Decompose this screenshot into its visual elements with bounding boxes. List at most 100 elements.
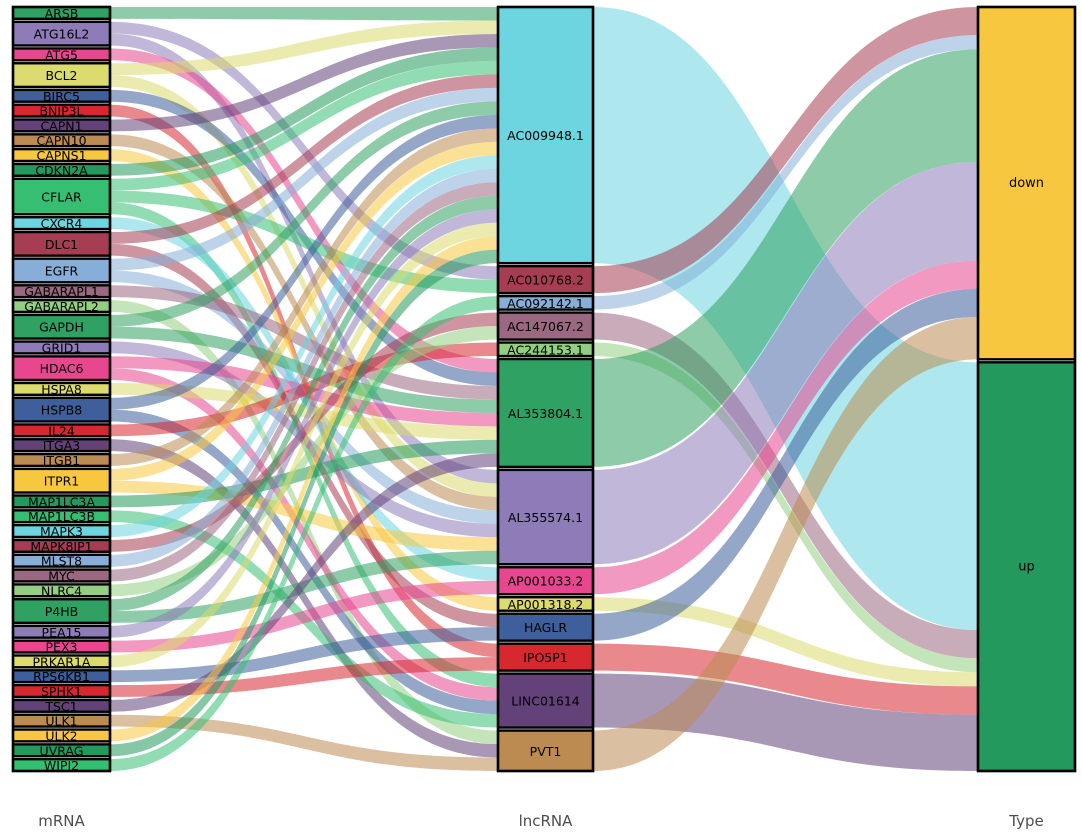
flows-lncrna-to-type [593, 7, 978, 771]
flow-ULK1-PVT1 [110, 714, 498, 771]
flow-AC147067.2-up [593, 312, 978, 659]
node-label-AC092142.1: AC092142.1 [507, 296, 584, 311]
lncrna-node-AC010768.2 [496, 264, 595, 295]
node-labels: ARSB ATG16L2 ATG5 BCL2 BIRC5BNIP3LCAPN1CAPN1… [24, 6, 1044, 773]
flows-mrna-to-lncrna [110, 7, 498, 771]
node-label-MAPK3: MAPK3 [40, 524, 83, 539]
flow-BCL2-AL355574.1 [110, 75, 498, 497]
node-label-CFLAR: CFLAR [41, 190, 82, 205]
node-label-SPHK1: SPHK1 [41, 684, 82, 699]
node-label-P4HB: P4HB [45, 604, 78, 619]
flow-AC010768.2-down [593, 7, 978, 294]
flow-MAPK8IP1-AC147067.2 [110, 312, 498, 552]
flow-PEA15-AC009948.1 [110, 209, 498, 638]
node-label-LINC01614: LINC01614 [511, 694, 580, 709]
node-label-MAP1LC3B: MAP1LC3B [28, 509, 95, 524]
node-label-ULK1: ULK1 [45, 714, 77, 729]
node-label-AL355574.1: AL355574.1 [508, 510, 583, 525]
node-label-BNIP3L: BNIP3L [39, 104, 83, 119]
node-label-GAPDH: GAPDH [39, 320, 84, 335]
flow-UVRAG-AC009948.1 [110, 249, 498, 757]
flow-CDKN2A-AC009948.1 [110, 47, 498, 176]
flow-CAPN1-AC009948.1 [110, 33, 498, 132]
node-label-MLST8: MLST8 [41, 554, 82, 569]
column-frame-Type [976, 5, 1077, 773]
node-label-MAPK8IP1: MAPK8IP1 [30, 539, 92, 554]
node-label-ATG16L2: ATG16L2 [34, 27, 90, 42]
flow-AL355574.1-down [593, 162, 978, 565]
flow-HSPB8-AC009948.1 [110, 114, 498, 410]
node-label-ARSB: ARSB [45, 6, 79, 21]
node-label-down: down [1009, 176, 1044, 191]
node-label-AC009948.1: AC009948.1 [507, 128, 584, 143]
node-label-HSPA8: HSPA8 [41, 382, 82, 397]
flow-ITGB1-AC009948.1 [110, 128, 498, 466]
node-label-HAGLR: HAGLR [524, 620, 567, 635]
flow-CAPN10-AL355574.1 [110, 134, 498, 511]
column-frame-mRNA [11, 5, 112, 773]
node-label-MYC: MYC [48, 569, 75, 584]
node-label-GABARAPL2: GABARAPL2 [24, 299, 99, 314]
flow-CFLAR-AC009948.1 [110, 60, 498, 191]
node-label-AL353804.1: AL353804.1 [508, 406, 583, 421]
node-label-CXCR4: CXCR4 [41, 216, 83, 231]
node-label-ATG5: ATG5 [45, 47, 78, 62]
node-label-BIRC5: BIRC5 [43, 89, 80, 104]
flow-IL24-AC244153.1 [110, 342, 498, 437]
flow-ATG16L2-AC010768.2 [110, 21, 498, 280]
flow-ARSB-AC009948.1 [110, 7, 498, 21]
flow-P4HB-AC009948.1 [110, 195, 498, 612]
node-label-TSC1: TSC1 [44, 699, 77, 714]
axis-title-lncrna: lncRNA [518, 812, 573, 830]
flow-TSC1-AL353804.1 [110, 453, 498, 712]
flow-WIPI2-AC092142.1 [110, 296, 498, 771]
column-frame-lncRNA [496, 5, 595, 773]
node-label-CDKN2A: CDKN2A [35, 163, 88, 178]
flow-MYC-AC009948.1 [110, 182, 498, 582]
node-label-BCL2: BCL2 [45, 68, 77, 83]
node-label-AP001318.2: AP001318.2 [508, 597, 584, 612]
flow-GAPDH-AC009948.1 [110, 101, 498, 327]
sankey-nodes [11, 5, 1077, 773]
node-label-DLC1: DLC1 [45, 237, 78, 252]
node-label-MAP1LC3A: MAP1LC3A [28, 494, 95, 509]
node-label-HSPB8: HSPB8 [41, 403, 82, 418]
axis-title-mrna: mRNA [38, 812, 85, 830]
node-label-CAPN10: CAPN10 [36, 133, 86, 148]
node-label-ULK2: ULK2 [45, 728, 77, 743]
flow-HSPB8-LINC01614 [110, 409, 498, 715]
flow-AL353804.1-down [593, 49, 978, 467]
flow-BCL2-AC009948.1 [110, 20, 498, 76]
flow-AC244153.1-up [593, 342, 978, 673]
node-label-up: up [1018, 560, 1035, 575]
node-label-AC147067.2: AC147067.2 [507, 319, 584, 334]
lncrna-node-PVT1 [496, 729, 595, 773]
flow-MAPK3-AC009948.1 [110, 155, 498, 537]
flow-ITGA3-PVT1 [110, 439, 498, 758]
node-label-CAPNS1: CAPNS1 [36, 148, 86, 163]
flow-PVT1-down [593, 317, 978, 771]
flow-GABARAPL2-PVT1 [110, 300, 498, 745]
node-label-GRID1: GRID1 [42, 340, 82, 355]
flow-HSPA8-AL353804.1 [110, 383, 498, 440]
node-label-UVRAG: UVRAG [40, 743, 84, 758]
node-label-ITPR1: ITPR1 [44, 474, 80, 489]
node-label-ITGB1: ITGB1 [43, 453, 81, 468]
node-label-AC244153.1: AC244153.1 [507, 342, 584, 357]
flow-PEX3-AP001033.2 [110, 580, 498, 653]
type-node-up [976, 361, 1077, 773]
node-label-PVT1: PVT1 [530, 744, 562, 759]
node-label-GABARAPL1: GABARAPL1 [24, 284, 99, 299]
node-label-RPS6KB1: RPS6KB1 [33, 669, 90, 684]
node-label-PEA15: PEA15 [42, 625, 82, 640]
node-label-HDAC6: HDAC6 [40, 361, 84, 376]
lncrna-node-AC009948.1 [496, 5, 595, 265]
flow-NLRC4-AC147067.2 [110, 326, 498, 597]
flow-DLC1-AC009948.1 [110, 74, 498, 244]
flow-MLST8-AC009948.1 [110, 168, 498, 567]
node-label-EGFR: EGFR [45, 263, 79, 278]
node-label-NLRC4: NLRC4 [41, 583, 82, 598]
flow-EGFR-AC009948.1 [110, 87, 498, 271]
flow-AP001033.2-down [593, 260, 978, 595]
